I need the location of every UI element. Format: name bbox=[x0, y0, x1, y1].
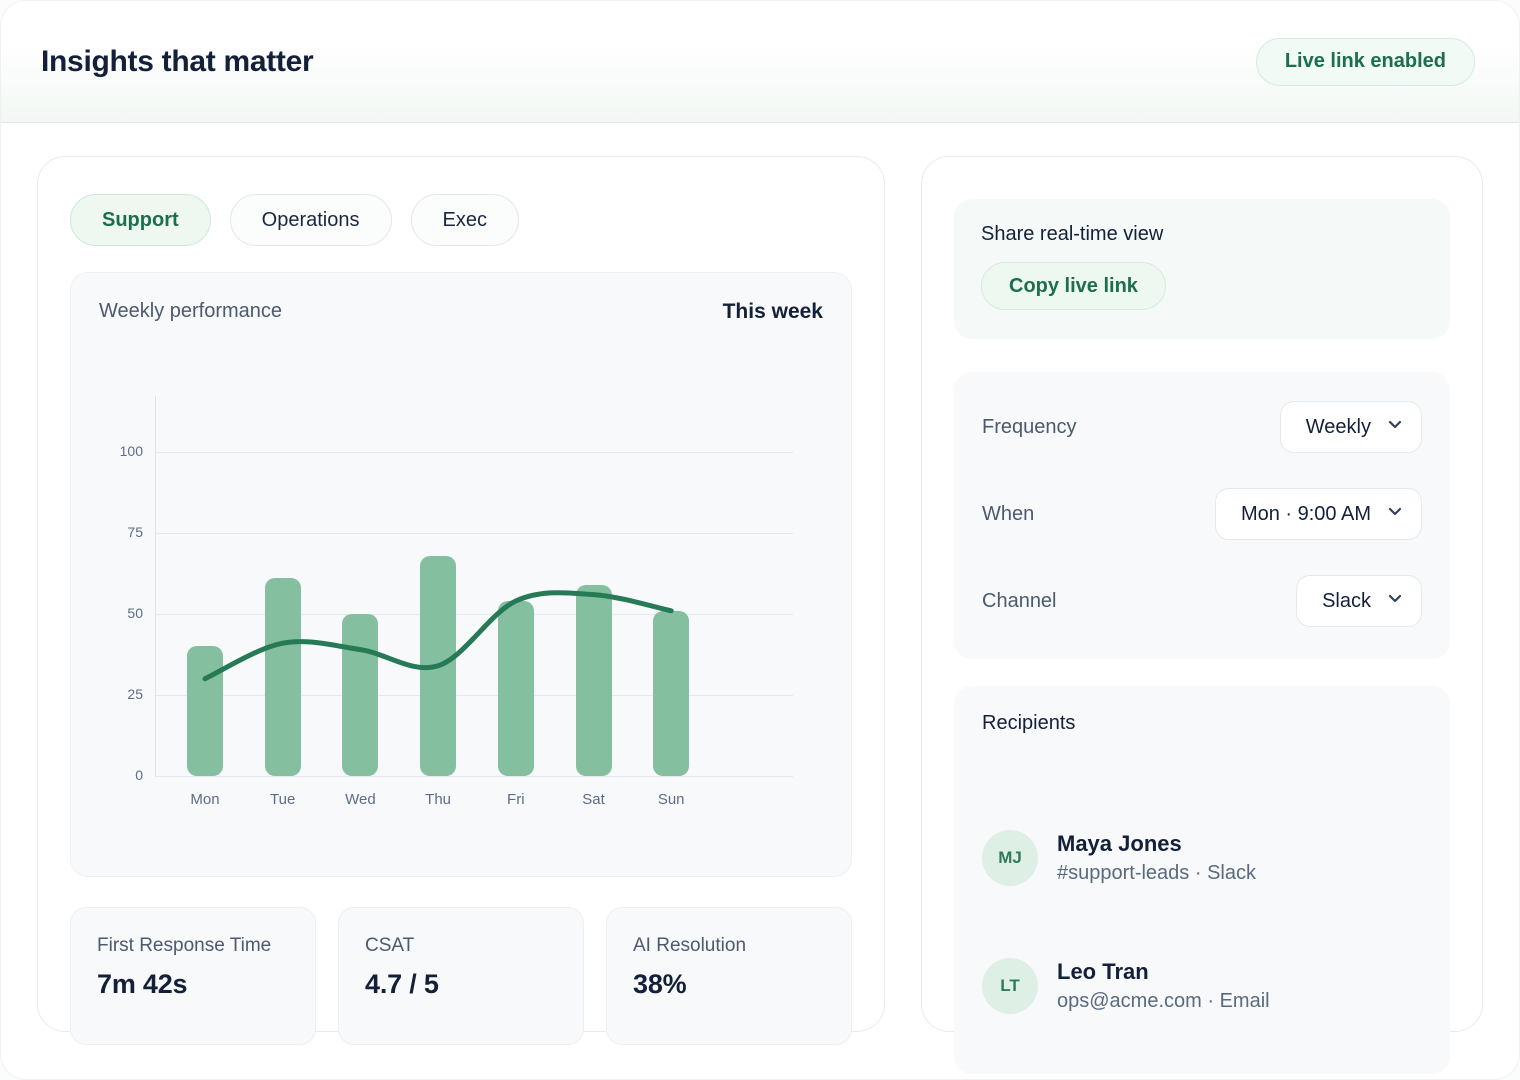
recipient-detail: ops@acme.com · Email bbox=[1057, 990, 1270, 1012]
recipient-row: MJ Maya Jones #support-leads · Slack bbox=[982, 830, 1422, 886]
chart-title: Weekly performance bbox=[99, 300, 283, 322]
main-content: Support Operations Exec Weekly performan… bbox=[1, 123, 1519, 1074]
x-axis-label: Wed bbox=[345, 791, 376, 808]
avatar: LT bbox=[982, 958, 1038, 1014]
bar bbox=[264, 578, 301, 776]
channel-label: Channel bbox=[982, 589, 1057, 612]
chart-period-label: This week bbox=[722, 300, 823, 323]
channel-row: Channel Slack bbox=[982, 575, 1422, 627]
stat-value: 7m 42s bbox=[97, 969, 188, 999]
grid-line bbox=[155, 776, 793, 777]
weekly-performance-chart-card: Weekly performance This week 0 25 50 75 100 M… bbox=[70, 272, 852, 877]
live-link-status-badge: Live link enabled bbox=[1255, 37, 1475, 86]
share-card: Share real-time view Copy live link bbox=[954, 199, 1450, 339]
stat-label: CSAT bbox=[365, 935, 415, 956]
y-axis-tick-label: 75 bbox=[127, 524, 143, 540]
x-axis-label: Sun bbox=[657, 791, 685, 808]
view-tabs: Support Operations Exec bbox=[70, 194, 852, 246]
stats-row: First Response Time 7m 42s CSAT 4.7 / 5 … bbox=[70, 907, 852, 1045]
x-axis-label: Fri bbox=[507, 791, 525, 808]
grid-line bbox=[155, 533, 793, 534]
channel-select[interactable]: Slack bbox=[1296, 575, 1422, 627]
bar bbox=[497, 601, 534, 776]
frequency-row: Frequency Weekly bbox=[982, 401, 1422, 453]
schedule-settings-card: Frequency Weekly When Mon · 9:00 AM bbox=[954, 372, 1450, 659]
recipient-detail: #support-leads · Slack bbox=[1057, 862, 1256, 884]
chart-header: Weekly performance This week bbox=[71, 273, 851, 343]
bar bbox=[653, 610, 690, 776]
stat-first-response-time: First Response Time 7m 42s bbox=[70, 907, 316, 1045]
grid-line bbox=[155, 695, 793, 696]
recipient-name: Leo Tran bbox=[1057, 959, 1149, 984]
y-axis-tick-label: 25 bbox=[127, 686, 143, 702]
x-axis-label: Thu bbox=[425, 791, 452, 808]
stat-ai-resolution: AI Resolution 38% bbox=[606, 907, 852, 1045]
recipient-name: Maya Jones bbox=[1057, 831, 1182, 856]
bar bbox=[575, 584, 612, 776]
tab-exec[interactable]: Exec bbox=[410, 194, 519, 246]
stat-value: 38% bbox=[633, 969, 687, 999]
recipient-info: Maya Jones #support-leads · Slack bbox=[1057, 831, 1256, 885]
recipients-card: Recipients MJ Maya Jones #support-leads … bbox=[954, 686, 1450, 1074]
stat-value: 4.7 / 5 bbox=[365, 969, 439, 999]
stat-label: First Response Time bbox=[97, 935, 272, 956]
bar-line-chart: 0 25 50 75 100 Mon Tue Wed Thu Fri Sat Sun bbox=[71, 343, 851, 843]
page-title: Insights that matter bbox=[41, 44, 314, 78]
when-value: Mon · 9:00 AM bbox=[1240, 502, 1371, 525]
share-title: Share real-time view bbox=[981, 223, 1164, 245]
recipient-row: LT Leo Tran ops@acme.com · Email bbox=[982, 958, 1422, 1014]
chevron-down-icon bbox=[1386, 589, 1404, 613]
tab-support[interactable]: Support bbox=[70, 194, 211, 246]
bar bbox=[187, 646, 223, 776]
y-axis-line bbox=[155, 396, 156, 776]
header: Insights that matter Live link enabled bbox=[1, 1, 1519, 123]
sharing-panel: Share real-time view Copy live link Freq… bbox=[921, 156, 1483, 1074]
y-axis-tick-label: 0 bbox=[135, 767, 143, 783]
recipient-info: Leo Tran ops@acme.com · Email bbox=[1057, 959, 1270, 1013]
bar bbox=[342, 614, 379, 776]
frequency-label: Frequency bbox=[982, 415, 1077, 438]
bar bbox=[420, 555, 457, 776]
x-axis-label: Sat bbox=[582, 791, 605, 808]
when-select[interactable]: Mon · 9:00 AM bbox=[1214, 488, 1422, 540]
avatar: MJ bbox=[982, 830, 1038, 886]
y-axis-tick-label: 100 bbox=[119, 443, 143, 459]
channel-value: Slack bbox=[1322, 589, 1371, 612]
chevron-down-icon bbox=[1386, 415, 1404, 439]
when-row: When Mon · 9:00 AM bbox=[982, 488, 1422, 540]
grid-line bbox=[155, 452, 793, 453]
x-axis-label: Mon bbox=[190, 791, 220, 808]
chevron-down-icon bbox=[1386, 502, 1404, 526]
tab-operations[interactable]: Operations bbox=[229, 194, 392, 246]
frequency-value: Weekly bbox=[1305, 415, 1371, 438]
stat-label: AI Resolution bbox=[633, 935, 747, 956]
frequency-select[interactable]: Weekly bbox=[1279, 401, 1422, 453]
insights-panel: Support Operations Exec Weekly performan… bbox=[37, 156, 885, 1045]
when-label: When bbox=[982, 502, 1035, 525]
recipients-title: Recipients bbox=[982, 712, 1076, 734]
x-axis-label: Tue bbox=[270, 791, 296, 808]
copy-live-link-button[interactable]: Copy live link bbox=[981, 262, 1166, 310]
stat-csat: CSAT 4.7 / 5 bbox=[338, 907, 584, 1045]
y-axis-tick-label: 50 bbox=[127, 605, 143, 621]
grid-line bbox=[155, 614, 793, 615]
